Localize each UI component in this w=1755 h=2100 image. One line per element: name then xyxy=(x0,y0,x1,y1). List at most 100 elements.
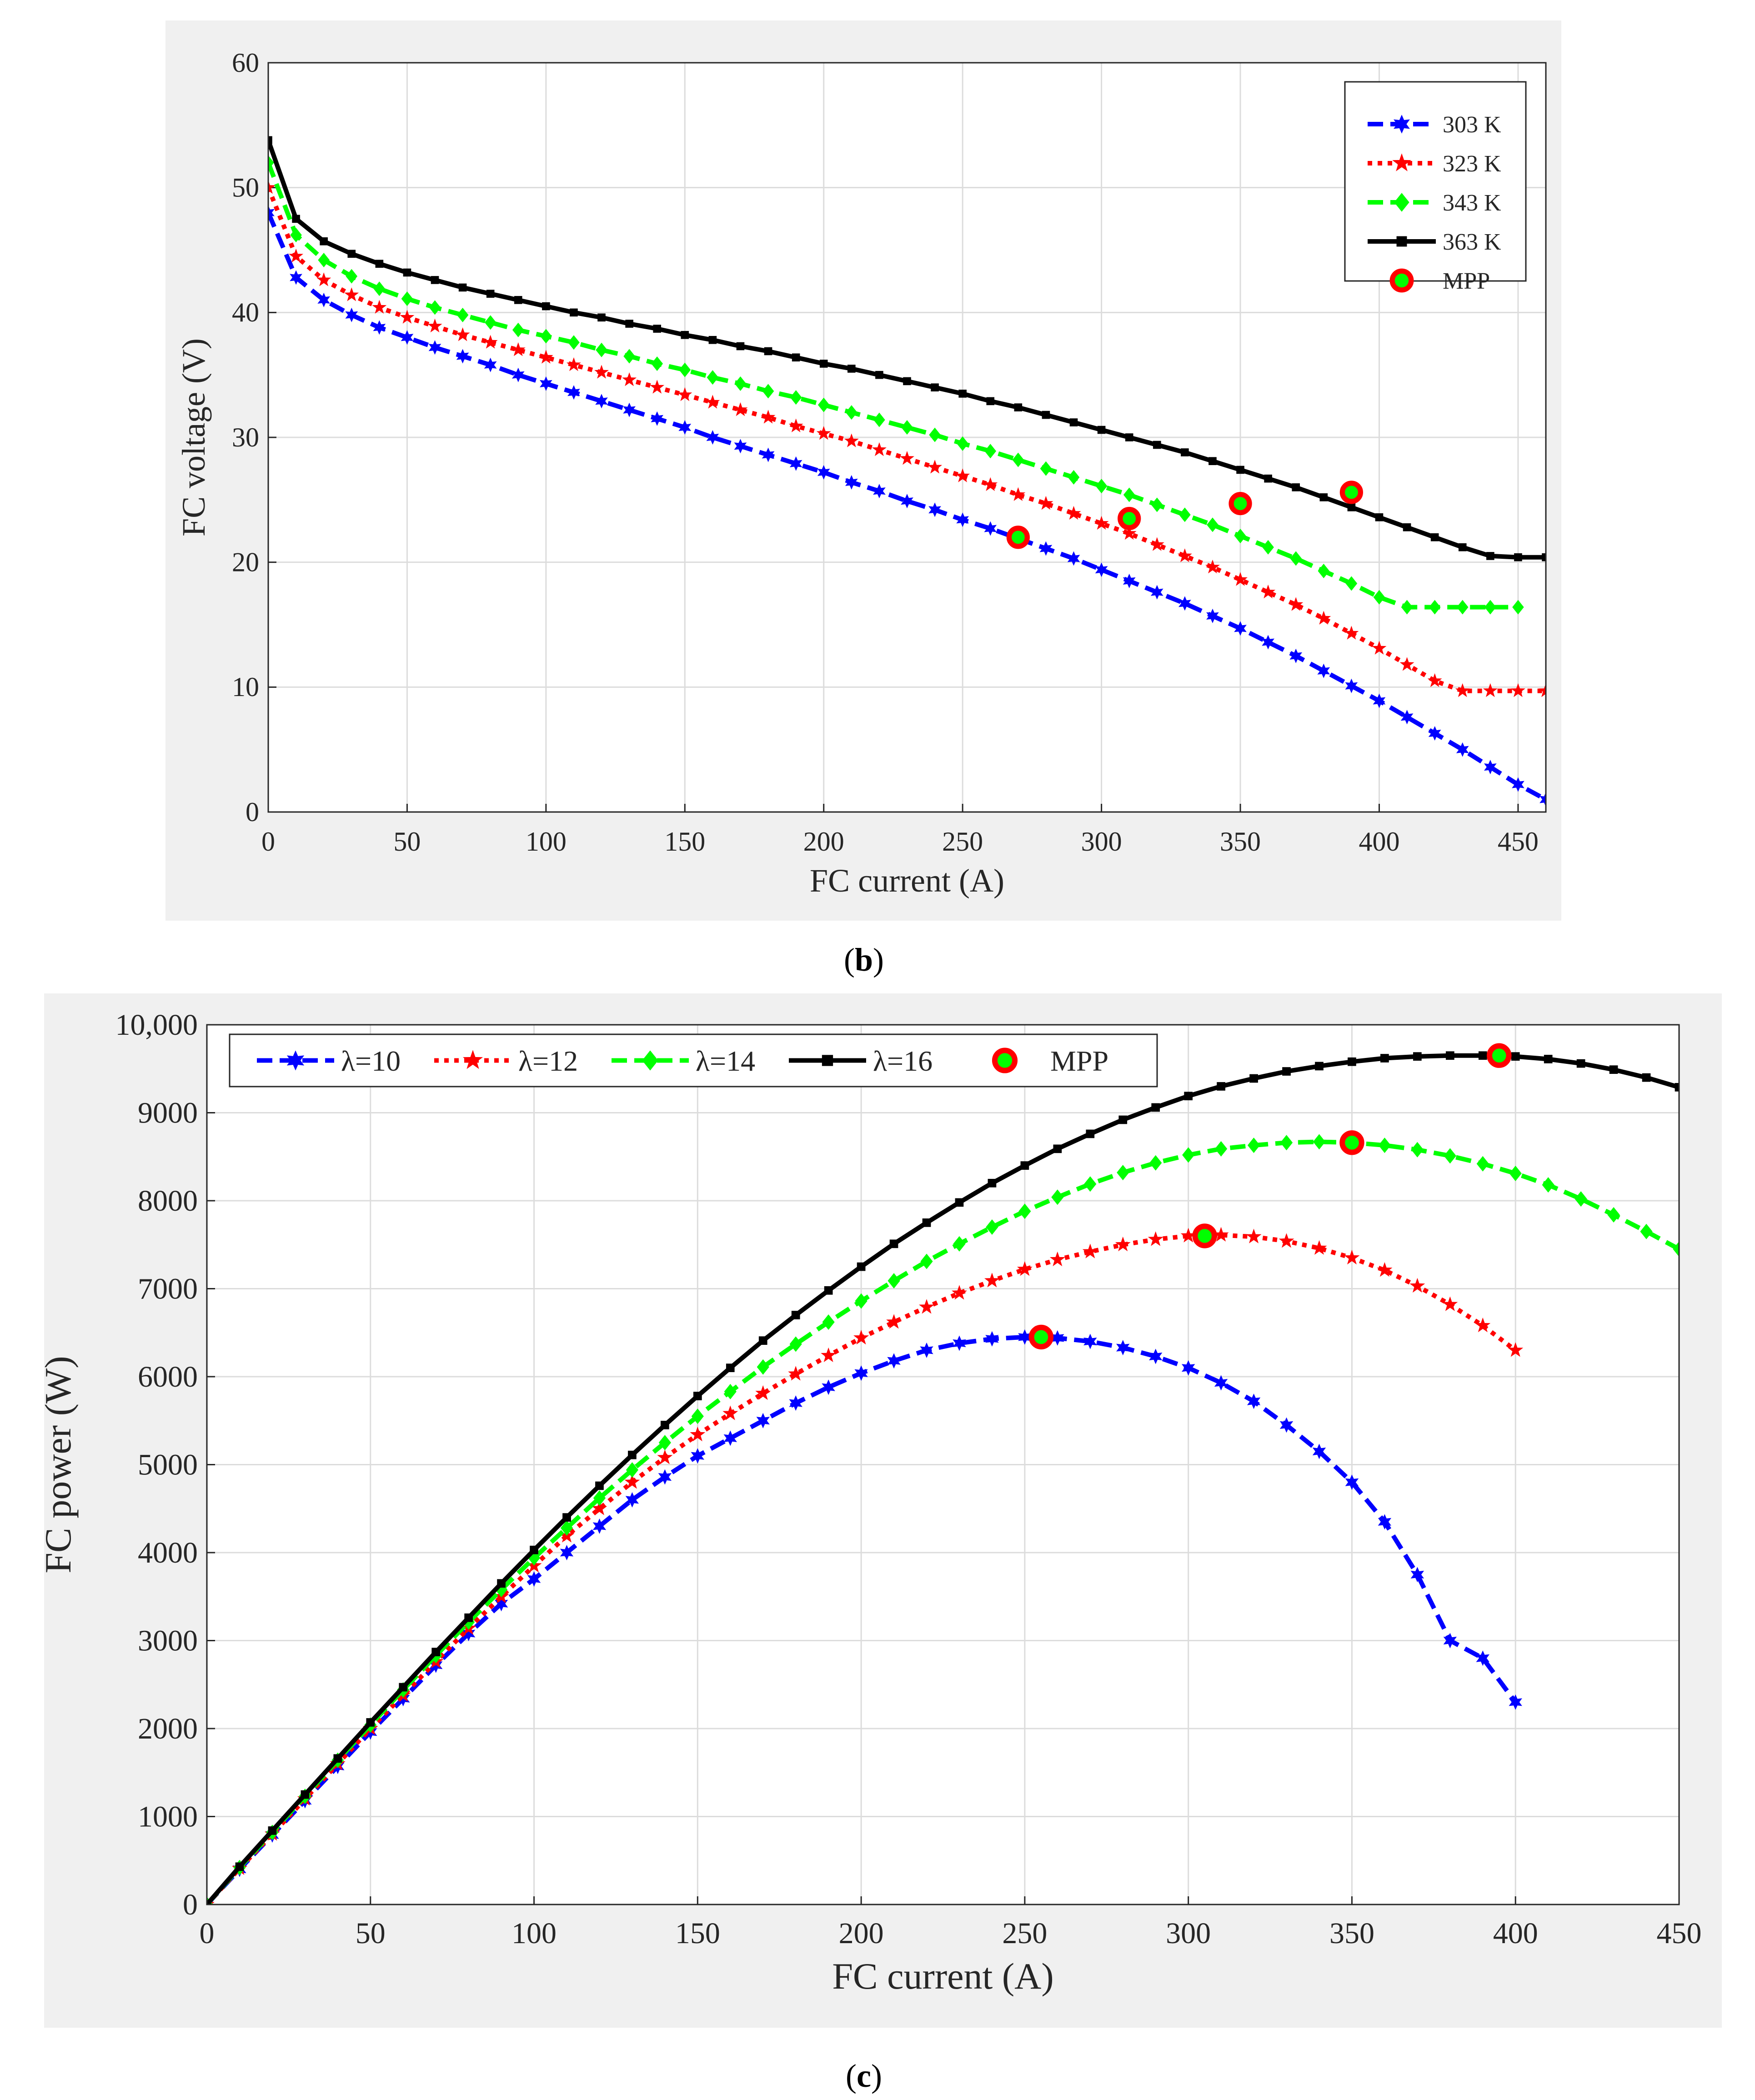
data-point-λ=16 xyxy=(562,1513,571,1522)
data-point-λ=16 xyxy=(955,1198,964,1207)
data-point-303 K xyxy=(928,502,941,517)
data-point-343 K xyxy=(1040,461,1052,476)
data-point-343 K xyxy=(817,397,830,412)
data-point-λ=16 xyxy=(530,1545,538,1554)
data-point-323 K xyxy=(1316,611,1331,625)
axes-frame xyxy=(267,62,1547,813)
legend-box xyxy=(1344,81,1527,282)
data-point-λ=16 xyxy=(207,1900,211,1905)
data-point-303 K xyxy=(1456,742,1469,757)
data-point-λ=12 xyxy=(1148,1231,1163,1246)
data-point-363 K xyxy=(708,336,717,344)
tick-label-x: 100 xyxy=(511,1917,557,1950)
data-point-303 K xyxy=(1067,551,1080,566)
data-point-363 K xyxy=(875,371,883,379)
data-point-323 K xyxy=(788,418,803,432)
data-point-λ=12 xyxy=(1344,1249,1360,1265)
data-point-323 K xyxy=(400,310,415,324)
data-point-323 K xyxy=(761,410,776,424)
data-point-363 K xyxy=(292,215,300,223)
data-point-363 K xyxy=(764,347,772,356)
data-point-303 K xyxy=(1095,562,1108,577)
data-point-303 K xyxy=(789,456,802,471)
data-point-363 K xyxy=(1542,553,1546,561)
data-point-λ=12 xyxy=(1115,1236,1131,1252)
data-point-λ=10 xyxy=(854,1365,868,1381)
data-point-363 K xyxy=(1042,411,1050,419)
data-point-363 K xyxy=(958,390,967,398)
data-point-λ=10 xyxy=(1312,1443,1326,1459)
data-point-343 K xyxy=(290,228,302,243)
data-point-λ=16 xyxy=(431,1648,441,1657)
data-point-363 K xyxy=(736,342,745,351)
data-point-323 K xyxy=(1483,683,1498,697)
data-point-λ=12 xyxy=(1180,1228,1196,1243)
data-point-303 K xyxy=(706,430,719,445)
x-axis-label: FC current (A) xyxy=(832,1955,1053,1997)
tick-label-y: 10 xyxy=(232,672,259,702)
data-point-λ=10 xyxy=(887,1353,901,1369)
data-point-303 K xyxy=(678,420,692,435)
data-point-303 K xyxy=(901,494,913,509)
data-point-363 K xyxy=(375,260,384,268)
data-point-λ=14 xyxy=(724,1383,737,1399)
tick-label-y: 3000 xyxy=(138,1624,198,1657)
data-point-λ=14 xyxy=(1247,1138,1260,1153)
data-point-λ=14 xyxy=(1280,1135,1293,1151)
caption-c: (c) xyxy=(846,2058,882,2094)
data-point-λ=10 xyxy=(953,1335,966,1351)
data-point-303 K xyxy=(762,447,775,462)
data-point-303 K xyxy=(1289,648,1303,663)
data-point-303 K xyxy=(401,330,414,345)
tick-label-y: 5000 xyxy=(138,1448,198,1481)
tick-label-y: 1000 xyxy=(138,1800,198,1833)
data-point-303 K xyxy=(540,376,552,391)
data-point-363 K xyxy=(1153,441,1161,449)
tick-label-x: 100 xyxy=(526,827,567,857)
data-point-343 K xyxy=(873,412,885,427)
data-point-303 K xyxy=(1150,585,1163,600)
data-point-λ=10 xyxy=(592,1518,607,1534)
data-point-363 K xyxy=(268,136,272,145)
data-point-323 K xyxy=(1427,673,1442,687)
data-point-λ=14 xyxy=(1640,1223,1653,1239)
data-point-λ=16 xyxy=(1609,1065,1618,1074)
data-point-363 K xyxy=(486,290,495,298)
data-point-303 K xyxy=(456,349,469,364)
axes-frame xyxy=(206,1024,1680,1905)
data-point-343 K xyxy=(512,322,524,337)
data-point-λ=10 xyxy=(494,1596,508,1612)
data-point-λ=14 xyxy=(626,1462,639,1478)
data-point-323 K xyxy=(567,357,581,371)
data-point-λ=10 xyxy=(1443,1633,1457,1649)
mpp-point xyxy=(1339,1130,1364,1155)
data-point-303 K xyxy=(1206,608,1219,623)
data-point-323 K xyxy=(427,318,442,333)
data-point-λ=12 xyxy=(1475,1317,1491,1333)
legend-marker xyxy=(286,1050,305,1071)
data-point-323 K xyxy=(1539,683,1546,697)
series-line-λ=16 xyxy=(207,1053,1679,1905)
data-point-323 K xyxy=(928,460,943,474)
legend-marker xyxy=(1394,193,1409,212)
data-point-λ=16 xyxy=(1315,1062,1324,1071)
x-axis-label: FC current (A) xyxy=(810,862,1004,899)
data-point-323 K xyxy=(594,365,609,379)
mpp-point xyxy=(1339,481,1363,504)
tick-label-x: 400 xyxy=(1493,1917,1538,1950)
data-point-323 K xyxy=(1205,559,1220,574)
data-point-303 K xyxy=(1178,596,1191,611)
legend-marker xyxy=(462,1050,483,1069)
data-point-343 K xyxy=(846,405,857,420)
data-point-λ=12 xyxy=(919,1299,934,1314)
data-point-363 K xyxy=(1458,543,1467,551)
data-point-λ=10 xyxy=(1116,1340,1130,1356)
data-point-323 K xyxy=(1011,487,1026,501)
data-point-λ=16 xyxy=(1184,1092,1193,1101)
data-point-363 K xyxy=(1403,523,1411,531)
data-point-363 K xyxy=(903,377,911,386)
tick-label-y: 0 xyxy=(246,797,259,827)
data-point-303 K xyxy=(1345,678,1358,693)
data-point-323 K xyxy=(1066,506,1081,520)
